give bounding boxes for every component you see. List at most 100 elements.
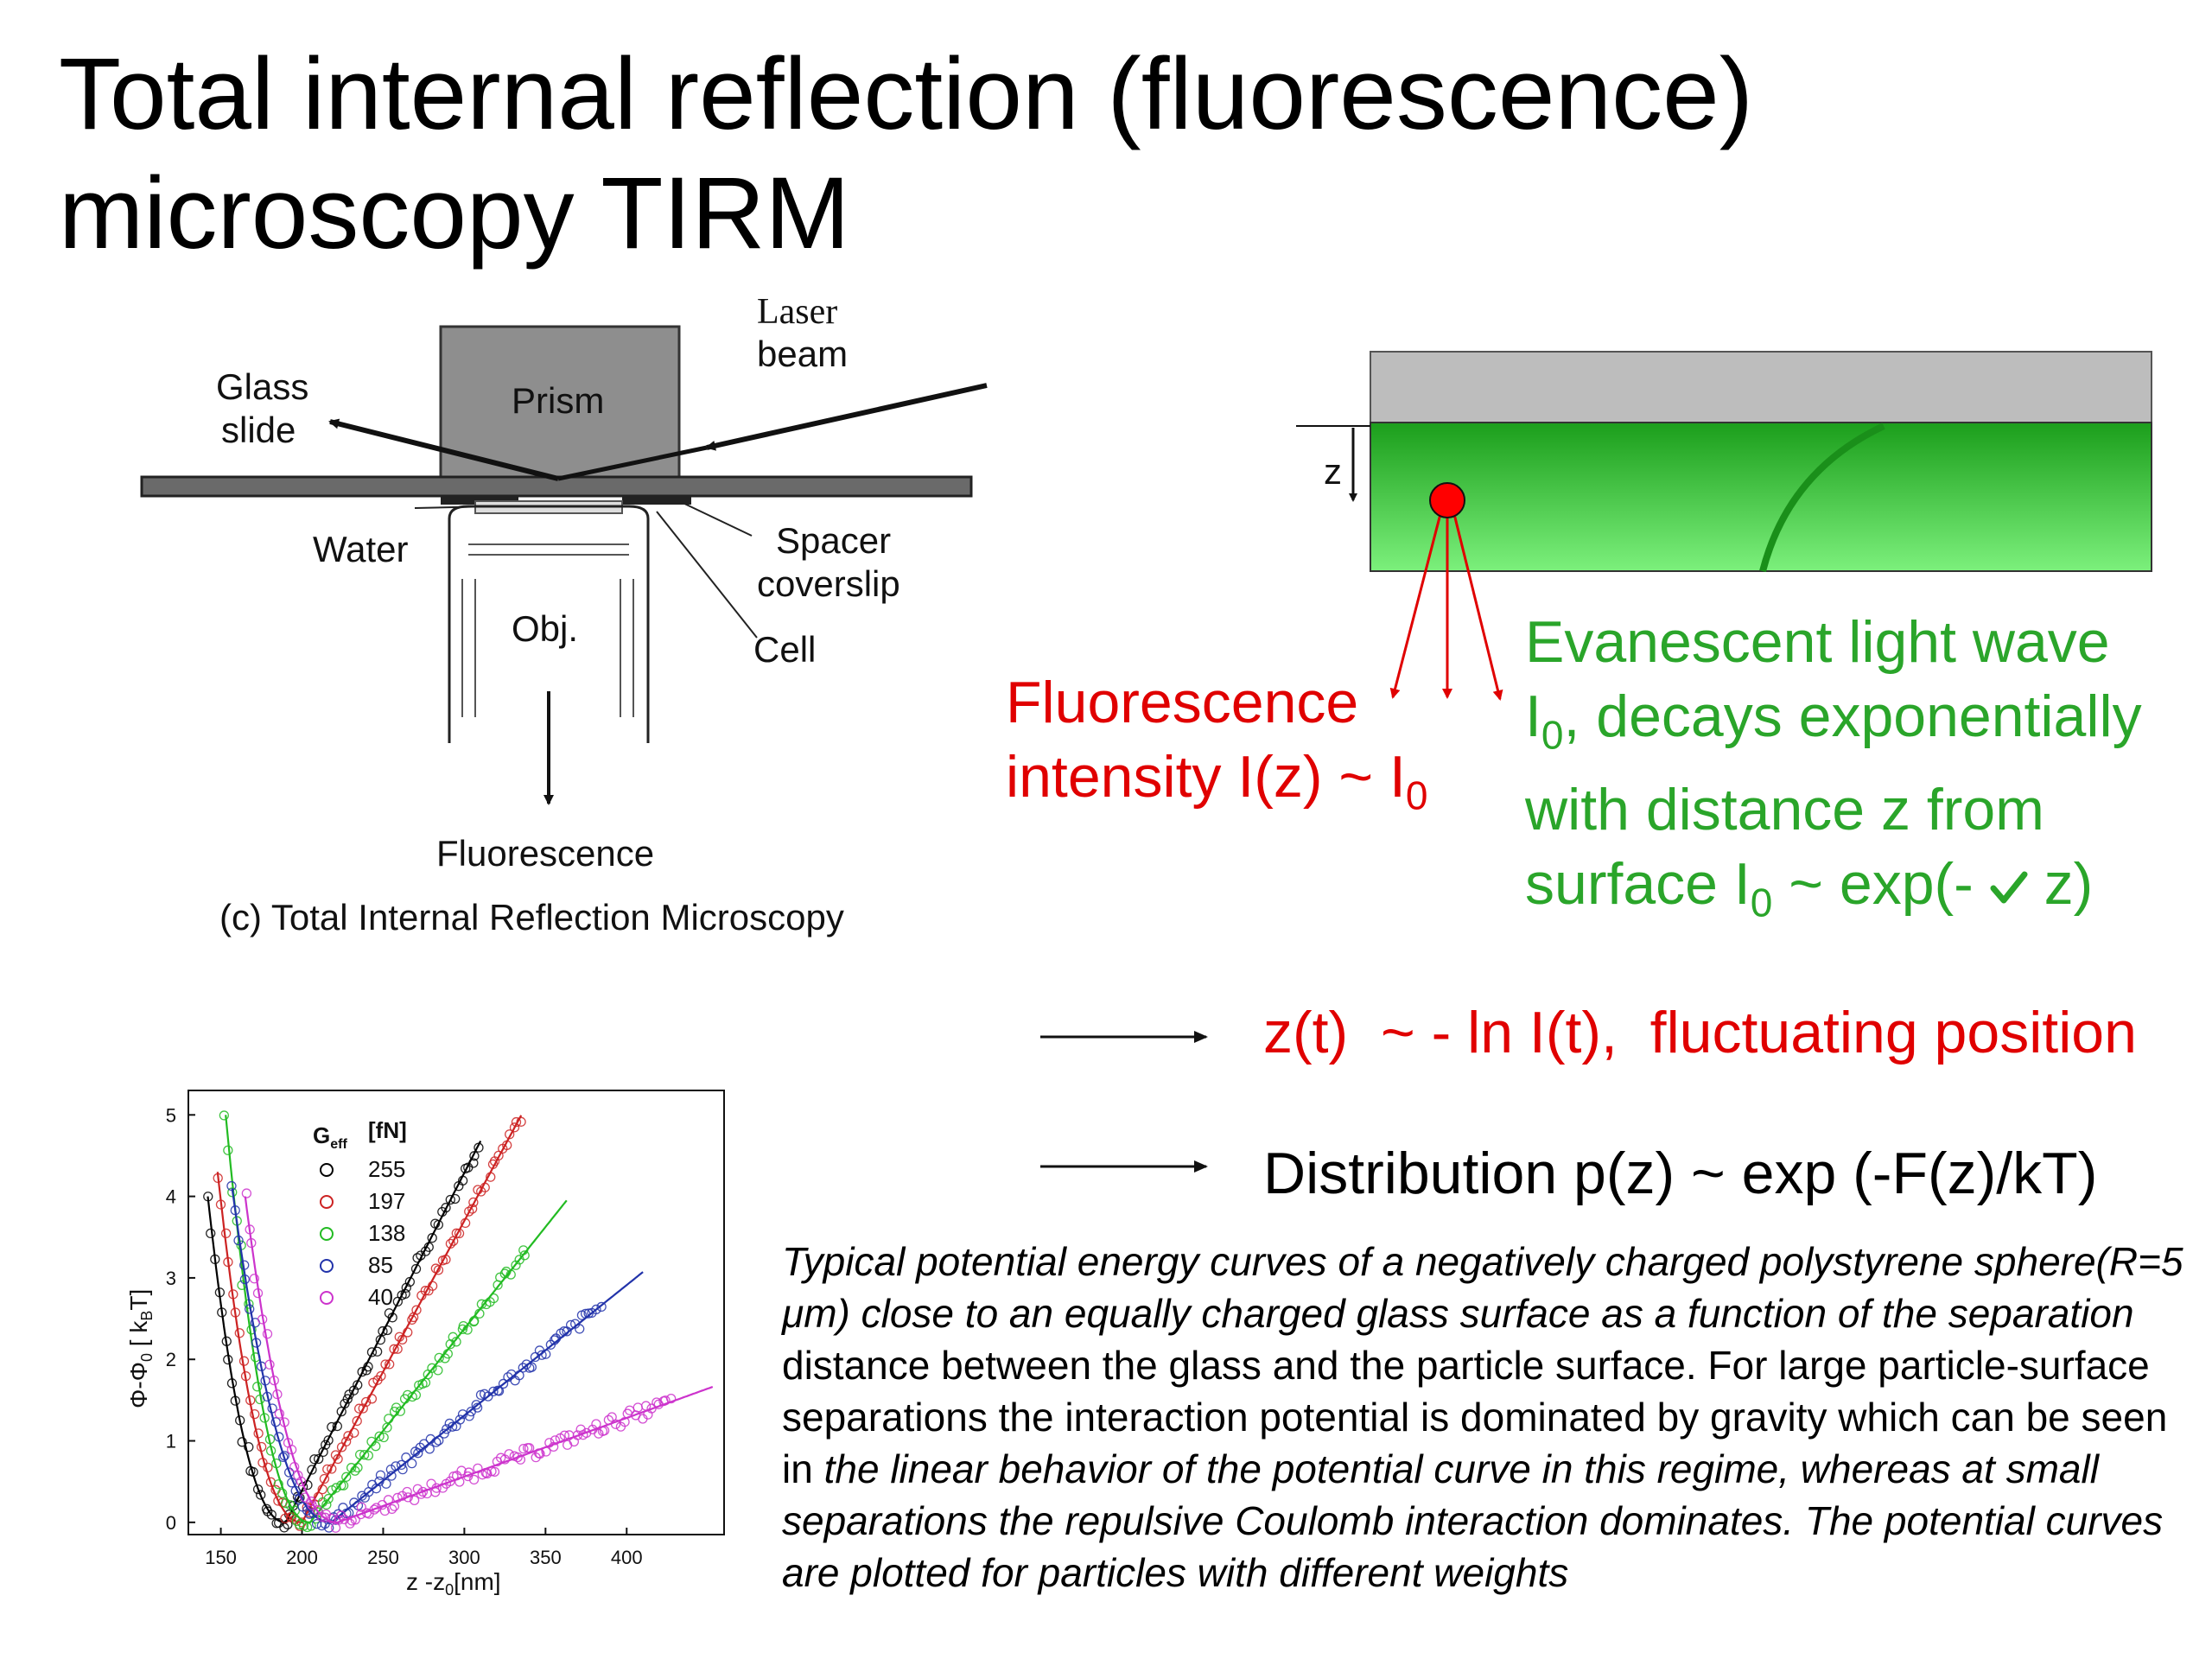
legend-label: 138 [368, 1220, 405, 1246]
plot-series [203, 1110, 714, 1533]
slide-title-line2: microscopy TIRM [59, 156, 850, 270]
y-tick-label: 5 [166, 1104, 176, 1126]
data-point [262, 1329, 273, 1339]
data-point [389, 1344, 399, 1354]
data-point [352, 1415, 362, 1427]
data-point [392, 1492, 403, 1503]
y-tick-label: 4 [166, 1186, 176, 1208]
data-point [509, 1122, 520, 1133]
slide-title-line1: Total internal reflection (fluorescence) [59, 37, 1754, 151]
prism-block [439, 325, 681, 480]
label-spacer-2: coverslip [757, 563, 900, 604]
decay-curve [1759, 423, 1885, 573]
plot-frame [188, 1090, 725, 1535]
data-point [410, 1263, 422, 1274]
chart-caption: Typical potential energy curves of a neg… [782, 1236, 2199, 1599]
data-point [359, 1450, 370, 1460]
y-tick-label: 1 [166, 1431, 176, 1452]
data-point [274, 1408, 285, 1419]
label-laser-beam-1: Laser [757, 292, 837, 332]
evan-line3: with distance z from [1525, 776, 2044, 842]
data-point [407, 1459, 417, 1469]
data-point [488, 1386, 499, 1397]
legend-label: 255 [368, 1156, 405, 1182]
axis-ticks: 150 200 250 300 350 400 0 1 2 3 4 5 [166, 1104, 643, 1568]
particle-sphere [1429, 482, 1465, 518]
data-point [445, 1194, 455, 1205]
data-point [374, 1431, 385, 1441]
data-point [250, 1408, 260, 1420]
x-tick-label: 150 [205, 1547, 237, 1568]
data-point [596, 1301, 607, 1313]
data-point [273, 1479, 283, 1490]
data-point [314, 1453, 324, 1465]
data-point [357, 1366, 367, 1377]
data-point [403, 1492, 413, 1503]
data-point [306, 1496, 316, 1507]
legend-label: 85 [368, 1252, 393, 1278]
y-tick-label: 2 [166, 1349, 176, 1370]
data-point [483, 1391, 493, 1402]
data-point [411, 1305, 422, 1315]
data-point [283, 1467, 295, 1478]
x-axis-label: z -z0[nm] [406, 1568, 501, 1599]
data-point [249, 1274, 259, 1284]
data-point [454, 1414, 466, 1425]
y-tick-label: 0 [166, 1512, 176, 1534]
data-point [498, 1378, 509, 1389]
data-point [396, 1459, 407, 1471]
data-point [591, 1304, 601, 1315]
data-point [280, 1513, 290, 1524]
data-point [456, 1465, 467, 1476]
data-point [244, 1441, 254, 1452]
data-point [402, 1486, 412, 1497]
data-point [451, 1228, 461, 1238]
data-point [369, 1504, 379, 1515]
tirm-apparatus-diagram: Laser beam Glass slide Prism Water Space… [140, 292, 988, 938]
data-point [537, 1350, 547, 1360]
caption-part3: the linear behavior of the potential cur… [782, 1446, 2164, 1595]
data-point [291, 1516, 302, 1527]
data-point [417, 1486, 429, 1497]
z-axis-label: z [1324, 451, 1342, 492]
statement-arrows [1040, 1031, 1208, 1173]
data-point [496, 1452, 506, 1463]
data-point [307, 1465, 317, 1475]
x-tick-label: 250 [367, 1547, 399, 1568]
label-water: Water [313, 529, 408, 569]
legend-title: Geff [313, 1122, 347, 1152]
data-point [375, 1470, 386, 1480]
label-obj: Obj. [512, 608, 578, 649]
data-point [445, 1476, 455, 1486]
slide-title: Total internal reflection (fluorescence)… [59, 35, 1753, 273]
legend-marker [320, 1163, 334, 1177]
series-197 [213, 1115, 526, 1531]
data-point [442, 1424, 452, 1434]
data-point [512, 1452, 523, 1463]
data-point [241, 1188, 252, 1198]
data-point [237, 1437, 247, 1447]
data-point [266, 1510, 276, 1520]
data-point [323, 1435, 334, 1446]
data-point [489, 1466, 500, 1478]
glass-layer [1370, 351, 2152, 423]
data-point [407, 1314, 417, 1325]
label-glass-slide-2: slide [221, 410, 296, 450]
fluor-line2: intensity I(z) ~ I0 [1006, 744, 1428, 818]
data-point [511, 1116, 522, 1128]
data-point [666, 1394, 677, 1404]
data-point [285, 1500, 296, 1510]
data-point [625, 1405, 635, 1415]
data-point [575, 1324, 585, 1334]
distribution-statement: Distribution p(z) ~ exp (-F(z)/kT) [1263, 1141, 2098, 1206]
fit-line [244, 1196, 714, 1524]
x-tick-label: 350 [530, 1547, 562, 1568]
data-point [504, 1449, 514, 1459]
data-point [366, 1347, 378, 1357]
legend-marker [320, 1227, 334, 1241]
potential-energy-chart: 150 200 250 300 350 400 0 1 2 3 4 5 Geff [fN] 255 19… [125, 1090, 725, 1599]
data-point [327, 1464, 337, 1474]
x-tick-label: 200 [286, 1547, 318, 1568]
data-point [386, 1471, 397, 1481]
label-glass-slide-1: Glass [216, 366, 308, 407]
